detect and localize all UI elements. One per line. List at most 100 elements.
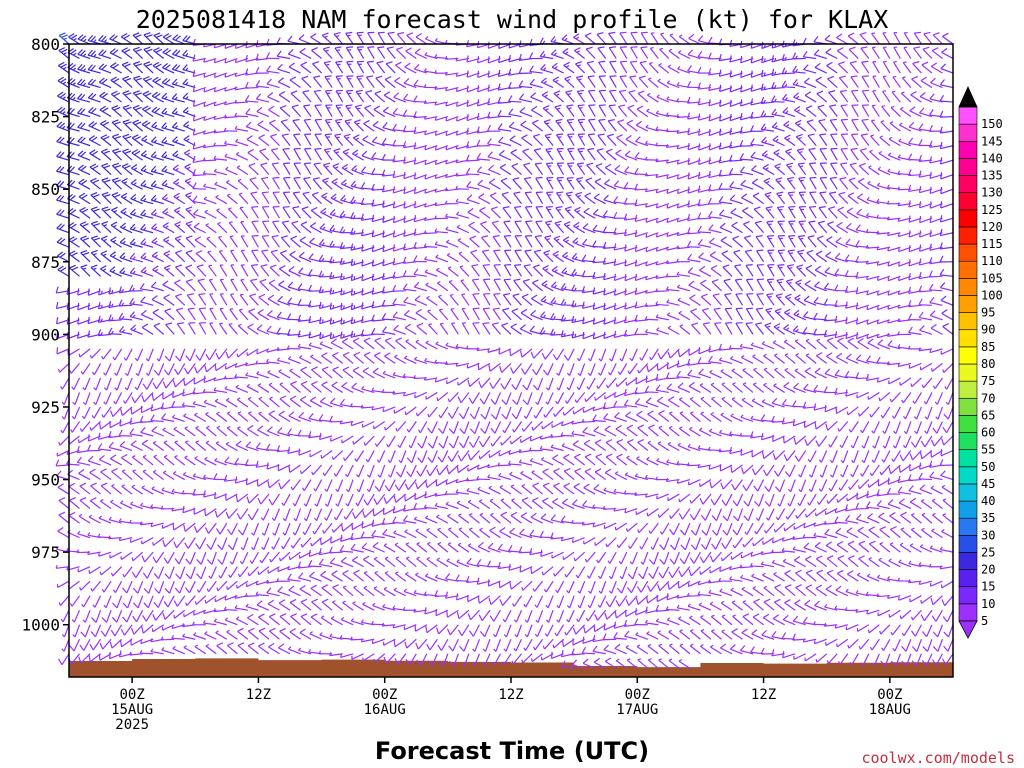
wind-barb: [604, 657, 617, 669]
wind-barb: [140, 296, 154, 306]
wind-barb: [163, 264, 175, 277]
wind-barb: [767, 249, 775, 263]
wind-barb: [710, 493, 722, 506]
wind-barb: [687, 142, 701, 151]
wind-barb: [502, 293, 512, 306]
wind-barb: [382, 507, 396, 516]
wind-barb: [352, 366, 365, 379]
wind-barb: [340, 194, 354, 205]
wind-barb: [605, 439, 617, 451]
wind-barb: [531, 105, 543, 118]
wind-barb: [668, 629, 680, 640]
wind-barb: [153, 322, 165, 335]
wind-barb: [132, 46, 144, 59]
wind-barb: [482, 639, 491, 652]
x-tick-label: 00Z: [625, 687, 650, 703]
wind-barb: [656, 362, 670, 371]
wind-barb: [322, 522, 333, 534]
wind-barb: [793, 435, 807, 445]
wind-barb: [626, 424, 638, 437]
wind-barb: [91, 610, 102, 623]
wind-barb: [339, 420, 354, 425]
wind-barb: [459, 421, 470, 435]
colorbar-min-arrow: [958, 620, 978, 639]
wind-barb: [897, 362, 912, 368]
wind-barb: [109, 638, 123, 649]
wind-barb: [415, 572, 428, 582]
wind-barb: [773, 149, 785, 161]
wind-barb: [204, 456, 217, 466]
wind-barb: [930, 62, 943, 74]
wind-barb: [678, 310, 691, 321]
wind-barb: [765, 206, 775, 219]
wind-barb: [152, 551, 165, 564]
wind-barb: [218, 235, 228, 248]
wind-barb: [776, 205, 786, 219]
wind-barb: [289, 395, 301, 408]
wind-barb: [251, 220, 259, 234]
wind-barb: [891, 450, 901, 462]
wind-barb: [103, 363, 112, 376]
wind-barb: [607, 551, 617, 564]
wind-barb: [637, 658, 649, 669]
wind-barb: [203, 57, 217, 63]
wind-barb: [214, 181, 228, 190]
wind-barb: [637, 439, 649, 451]
wind-barb: [583, 624, 596, 634]
wind-barb: [216, 411, 228, 422]
wind-barb: [867, 338, 880, 350]
wind-barb: [553, 482, 564, 495]
wind-barb: [129, 651, 143, 656]
wind-barb: [698, 128, 712, 136]
wind-barb: [203, 72, 217, 78]
wind-barb: [818, 479, 828, 492]
wind-barb: [872, 75, 880, 88]
wind-barb: [616, 134, 628, 147]
wind-barb: [171, 63, 185, 74]
wind-barb: [764, 479, 775, 492]
wind-barb: [404, 493, 417, 502]
wind-barb: [637, 424, 649, 437]
wind-barb: [882, 90, 891, 103]
colorbar-label: 85: [981, 340, 995, 354]
wind-barb: [826, 555, 838, 568]
wind-barb: [503, 249, 512, 263]
wind-barb: [493, 249, 501, 263]
wind-barb: [250, 191, 259, 205]
wind-barb: [688, 479, 701, 486]
wind-barb: [352, 508, 365, 519]
wind-barb: [795, 279, 807, 292]
wind-barb: [225, 508, 238, 519]
wind-barb: [848, 479, 859, 491]
wind-barb: [386, 435, 396, 448]
wind-barb: [553, 566, 565, 577]
wind-barb: [218, 250, 228, 263]
wind-barb: [709, 251, 722, 263]
wind-barb: [279, 627, 291, 640]
x-tick-label: 12Z: [498, 687, 523, 703]
wind-barb: [618, 89, 628, 103]
wind-barb: [929, 171, 943, 179]
wind-barb: [859, 464, 870, 477]
wind-barb: [374, 337, 386, 350]
wind-barb: [258, 396, 270, 408]
credit-text: coolwx.com/models: [861, 749, 1015, 767]
wind-barb: [636, 580, 649, 593]
wind-barb: [290, 235, 301, 248]
wind-barb: [929, 580, 943, 587]
wind-barb: [857, 193, 870, 205]
wind-barb: [100, 250, 112, 263]
wind-barb: [777, 249, 786, 263]
wind-barb: [413, 281, 427, 292]
colorbar-label: 130: [981, 186, 1003, 200]
wind-barb: [213, 618, 228, 626]
wind-barb: [636, 644, 649, 655]
wind-barb: [468, 221, 480, 234]
wind-barb: [68, 511, 80, 524]
wind-barb: [521, 363, 533, 375]
wind-barb: [899, 122, 912, 132]
wind-barb: [487, 542, 501, 553]
wind-barb: [372, 367, 385, 379]
wind-barb: [880, 406, 891, 419]
wind-barb: [118, 537, 133, 542]
